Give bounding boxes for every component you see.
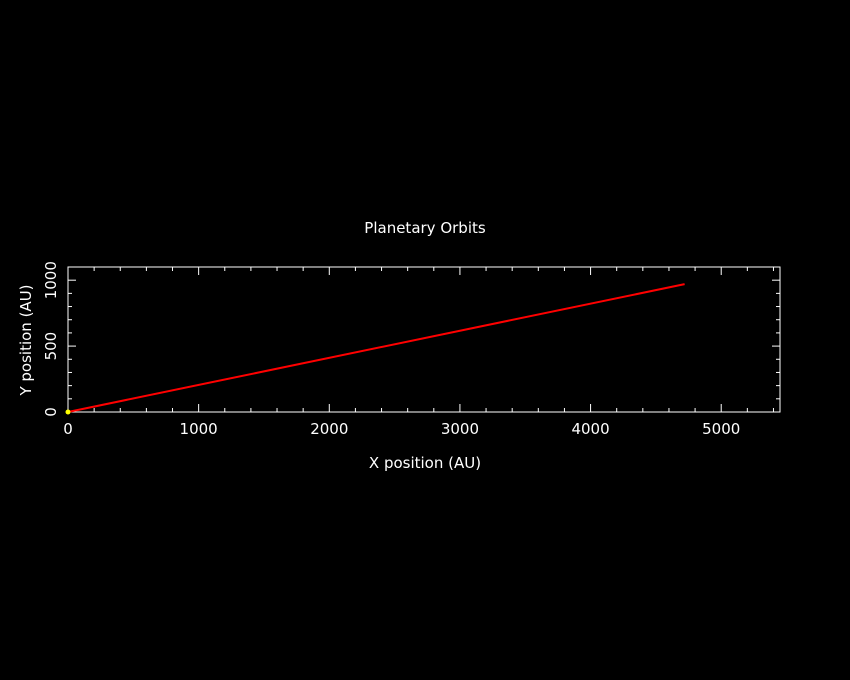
x-tick-label: 0 [63, 420, 73, 438]
series-layer [67, 283, 685, 413]
plot-frame [67, 266, 781, 413]
series-line-orbit [67, 283, 685, 413]
x-axis-title: X position (AU) [369, 454, 481, 472]
x-tick-label: 4000 [571, 420, 609, 438]
axis-ticks [67, 266, 780, 413]
x-tick-label: 3000 [441, 420, 479, 438]
y-tick-label: 0 [42, 407, 60, 417]
y-tick-label: 1000 [42, 261, 60, 299]
axis-tick-labels: 0 1000 2000 3000 4000 5000 0 500 1000 [42, 261, 740, 438]
y-axis-title: Y position (AU) [17, 284, 35, 396]
x-tick-label: 1000 [180, 420, 218, 438]
x-tick-label: 2000 [310, 420, 348, 438]
marker-layer [65, 409, 71, 415]
chart-title: Planetary Orbits [364, 219, 486, 237]
y-tick-label: 500 [42, 332, 60, 361]
x-tick-label: 5000 [702, 420, 740, 438]
marker-sun [65, 409, 71, 415]
